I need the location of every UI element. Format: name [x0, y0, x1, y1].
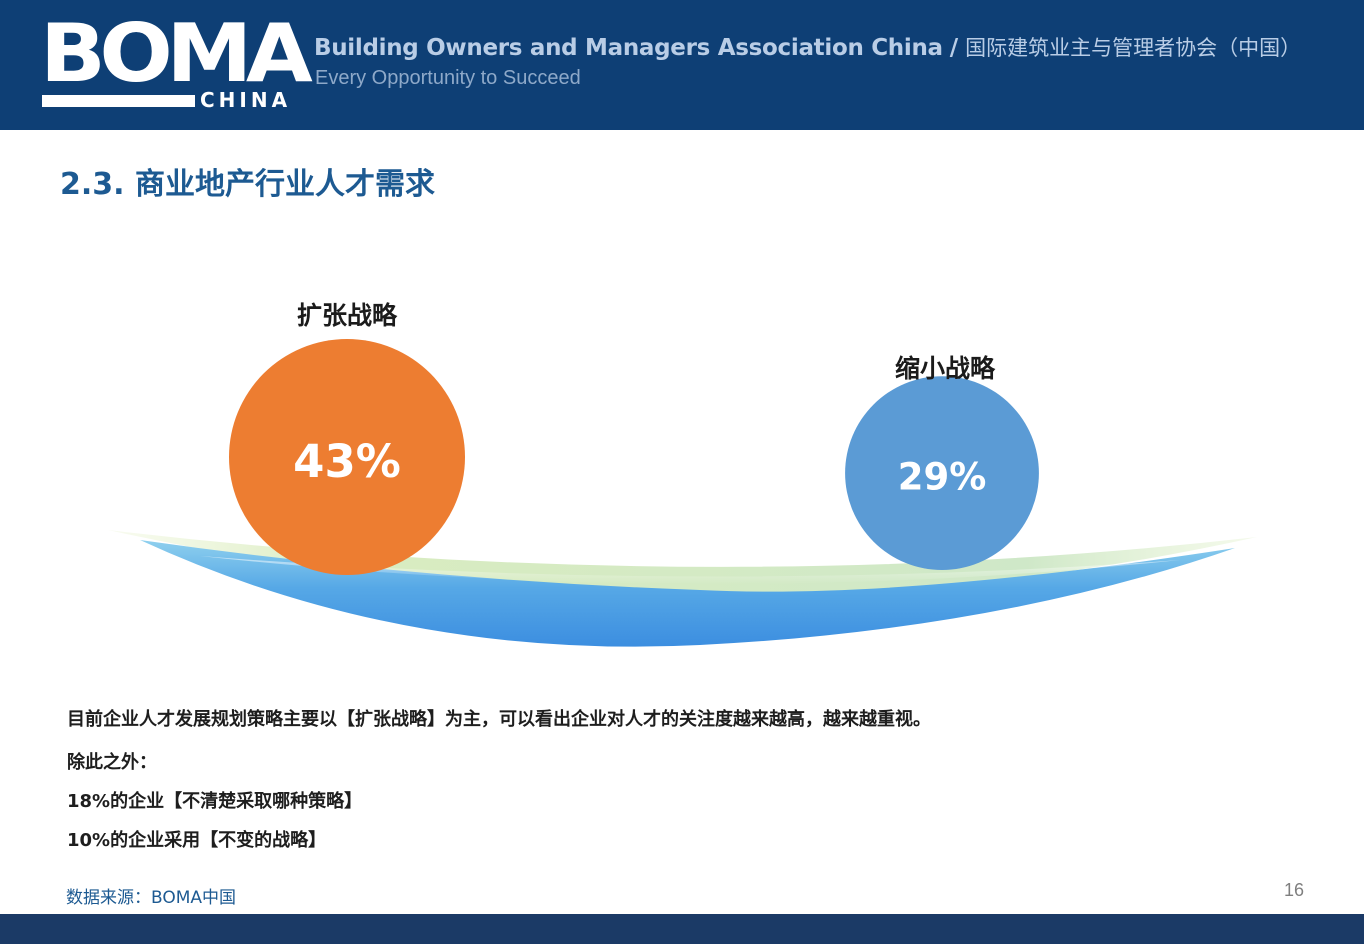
wave-blue-layer: [140, 540, 1235, 647]
data-source: 数据来源：BOMA中国: [66, 888, 237, 908]
organization-name-en: Building Owners and Managers Association…: [314, 35, 943, 61]
organization-name-separator: /: [949, 35, 959, 61]
body-paragraph-intro: 除此之外：: [67, 752, 157, 773]
tagline: Every Opportunity to Succeed: [315, 67, 581, 89]
bubble-category-label: 扩张战略: [296, 301, 397, 330]
bubble-value-label: 43%: [293, 435, 401, 488]
bubble-contraction: [845, 376, 1039, 570]
logo-subtext: CHINA: [200, 88, 292, 112]
page-title: 2.3. 商业地产行业人才需求: [60, 167, 435, 202]
wave-green-layer: [108, 530, 1257, 597]
wave-decoration: [108, 530, 1257, 647]
organization-name: Building Owners and Managers Association…: [314, 33, 1301, 65]
boma-china-logo: BOMA CHINA: [40, 14, 313, 112]
wave-sheen-layer: [200, 556, 1180, 585]
bubble-expansion: [229, 339, 465, 575]
header-banner: BOMA CHINA Building Owners and Managers …: [0, 0, 1364, 130]
bubble-category-label: 缩小战略: [894, 354, 995, 383]
strategy-bubble-chart: 43% 29%: [108, 339, 1257, 647]
body-paragraph-unsure: 18%的企业【不清楚采取哪种策略】: [67, 791, 363, 812]
logo-underline: [42, 95, 195, 107]
bubble-value-label: 29%: [898, 456, 987, 499]
organization-name-cn: 国际建筑业主与管理者协会（中国）: [965, 36, 1302, 60]
bubble-group: 43% 29%: [229, 339, 1039, 575]
body-paragraph-main: 目前企业人才发展规划策略主要以【扩张战略】为主，可以看出企业对人才的关注度越来越…: [67, 709, 931, 730]
logo-wordmark: BOMA: [40, 7, 313, 100]
body-paragraph-unchanged: 10%的企业采用【不变的战略】: [67, 830, 327, 851]
page-number: 16: [1284, 880, 1305, 900]
footer-bar: [0, 914, 1364, 944]
